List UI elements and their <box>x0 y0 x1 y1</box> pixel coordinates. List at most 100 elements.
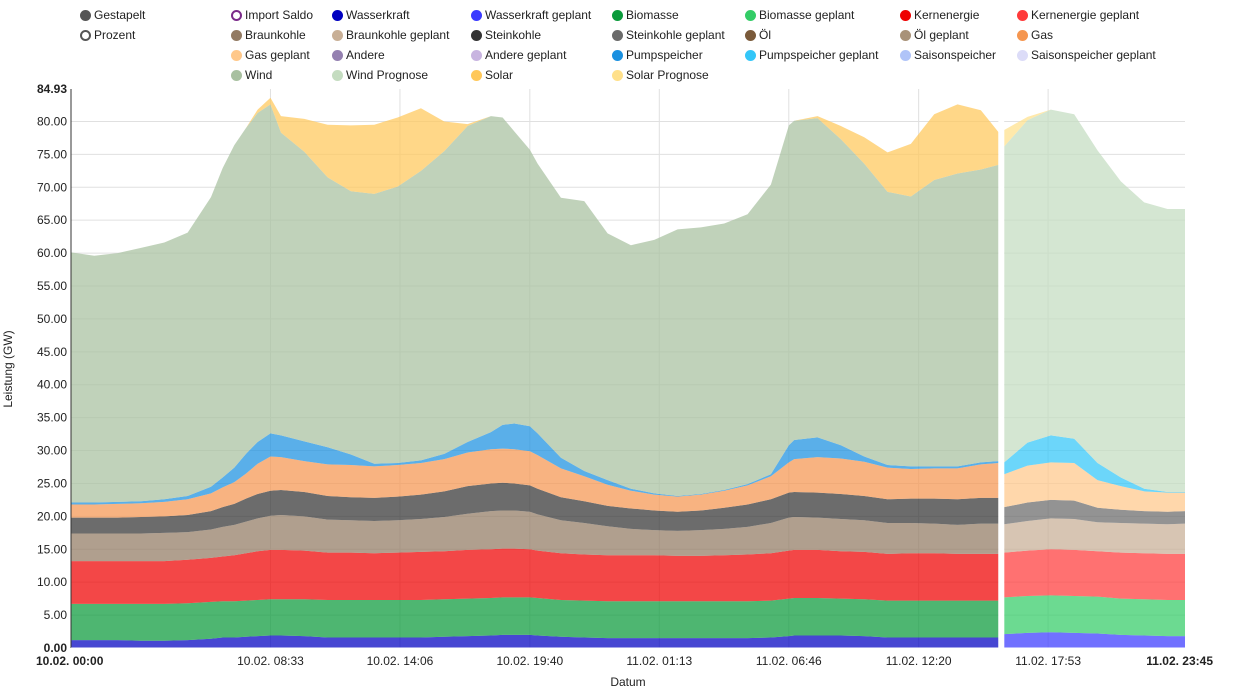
legend-label: Import Saldo <box>245 8 314 22</box>
filled-circle-icon <box>612 29 623 41</box>
axes: 0.00 5.00 10.00 15.00 20.00 25.00 30.00 35.00 40… <box>36 82 1213 668</box>
y-tick-label: 84.93 <box>37 82 67 96</box>
x-tick-label: 11.02. 01:13 <box>626 654 692 668</box>
y-tick-label: 20.00 <box>37 509 67 523</box>
x-tick-label: 10.02. 08:33 <box>237 654 304 668</box>
legend-item-wind-prognose[interactable]: Wind Prognose <box>332 68 428 82</box>
legend-item-oel[interactable]: Öl <box>745 28 771 42</box>
legend-item-braunkohle-geplant[interactable]: Braunkohle geplant <box>332 28 449 42</box>
filled-circle-icon <box>80 9 91 21</box>
filled-circle-icon <box>745 9 756 21</box>
filled-circle-icon <box>471 29 482 41</box>
legend-label: Gas geplant <box>245 48 310 62</box>
x-tick-label: 10.02. 00:00 <box>36 654 104 668</box>
legend-label: Steinkohle <box>485 28 542 42</box>
legend-item-steinkohle-geplant[interactable]: Steinkohle geplant <box>612 28 725 42</box>
y-tick-label: 70.00 <box>37 180 67 194</box>
filled-circle-icon <box>745 49 756 61</box>
legend-label: Biomasse geplant <box>759 8 855 22</box>
legend-item-gas[interactable]: Gas <box>1017 28 1053 42</box>
area-gas <box>71 448 999 518</box>
y-tick-label: 40.00 <box>37 378 67 392</box>
legend-label: Kernenergie geplant <box>1031 8 1140 22</box>
x-tick-label: 11.02. 23:45 <box>1146 654 1213 668</box>
filled-circle-icon <box>231 69 242 81</box>
legend-item-oel-geplant[interactable]: Öl geplant <box>900 28 969 42</box>
filled-circle-icon <box>332 69 343 81</box>
legend-item-kernenergie[interactable]: Kernenergie <box>900 8 979 22</box>
hollow-circle-icon <box>80 29 91 41</box>
filled-circle-icon <box>1017 9 1028 21</box>
legend-label: Saisonspeicher geplant <box>1031 48 1156 62</box>
area-kernenergie-geplant <box>1004 549 1185 600</box>
area-biomasse <box>71 597 999 641</box>
area-braunkohle <box>71 510 999 562</box>
legend-item-saisonspeicher[interactable]: Saisonspeicher <box>900 48 996 62</box>
x-tick-label: 11.02. 17:53 <box>1015 654 1081 668</box>
hollow-circle-icon <box>231 9 242 21</box>
legend-label: Solar Prognose <box>626 68 709 82</box>
legend-item-andere[interactable]: Andere <box>332 48 385 62</box>
legend-item-gas-geplant[interactable]: Gas geplant <box>231 48 310 62</box>
legend-label: Öl <box>759 28 771 42</box>
legend-item-prozent[interactable]: Prozent <box>80 28 135 42</box>
legend-label: Wasserkraft <box>346 8 410 22</box>
filled-circle-icon <box>745 29 756 41</box>
legend-label: Kernenergie <box>914 8 980 22</box>
now-divider <box>998 87 1005 650</box>
legend-label: Steinkohle geplant <box>626 28 725 42</box>
y-tick-label: 25.00 <box>37 476 67 490</box>
legend-label: Braunkohle <box>245 28 306 42</box>
legend-label: Andere geplant <box>485 48 567 62</box>
legend-item-biomasse[interactable]: Biomasse <box>612 8 679 22</box>
y-tick-label: 35.00 <box>37 411 67 425</box>
y-tick-label: 50.00 <box>37 312 67 326</box>
x-tick-label: 11.02. 12:20 <box>886 654 952 668</box>
legend-item-wasserkraft[interactable]: Wasserkraft <box>332 8 410 22</box>
legend-label: Wind Prognose <box>346 68 429 82</box>
x-tick-label: 10.02. 14:06 <box>367 654 434 668</box>
legend-item-solar[interactable]: Solar <box>471 68 513 82</box>
filled-circle-icon <box>332 49 343 61</box>
filled-circle-icon <box>612 69 623 81</box>
legend-item-braunkohle[interactable]: Braunkohle <box>231 28 306 42</box>
area-pumpspeicher <box>71 423 999 505</box>
x-tick-label: 10.02. 19:40 <box>496 654 563 668</box>
y-tick-label: 55.00 <box>37 279 67 293</box>
legend-item-wasserkraft-geplant[interactable]: Wasserkraft geplant <box>471 8 591 22</box>
legend-item-gestapelt[interactable]: Gestapelt <box>80 8 145 22</box>
legend-item-andere-geplant[interactable]: Andere geplant <box>471 48 566 62</box>
legend-label: Wind <box>245 68 273 82</box>
filled-circle-icon <box>900 29 911 41</box>
area-pumpspeicher-geplant <box>1004 435 1185 493</box>
legend-item-biomasse-geplant[interactable]: Biomasse geplant <box>745 8 854 22</box>
y-tick-label: 60.00 <box>37 246 67 260</box>
legend-item-steinkohle[interactable]: Steinkohle <box>471 28 541 42</box>
y-tick-label: 65.00 <box>37 213 67 227</box>
legend-label: Wasserkraft geplant <box>485 8 592 22</box>
filled-circle-icon <box>900 9 911 21</box>
y-tick-label: 75.00 <box>37 147 67 161</box>
legend-item-import-saldo[interactable]: Import Saldo <box>231 8 313 22</box>
y-tick-label: 10.00 <box>37 575 67 589</box>
filled-circle-icon <box>471 69 482 81</box>
area-steinkohle <box>71 482 999 534</box>
filled-circle-icon <box>900 49 911 61</box>
filled-circle-icon <box>332 29 343 41</box>
filled-circle-icon <box>231 49 242 61</box>
y-tick-label: 45.00 <box>37 345 67 359</box>
legend-item-wind[interactable]: Wind <box>231 68 272 82</box>
filled-circle-icon <box>1017 49 1028 61</box>
legend-label: Gestapelt <box>94 8 146 22</box>
legend-item-kernenergie-geplant[interactable]: Kernenergie geplant <box>1017 8 1139 22</box>
area-wasserkraft <box>71 634 999 648</box>
area-kernenergie <box>71 548 999 604</box>
legend-item-solar-prognose[interactable]: Solar Prognose <box>612 68 709 82</box>
legend-item-pumpspeicher[interactable]: Pumpspeicher <box>612 48 703 62</box>
legend-item-pumpspeicher-geplant[interactable]: Pumpspeicher geplant <box>745 48 878 62</box>
legend-item-saisonspeicher-geplant[interactable]: Saisonspeicher geplant <box>1017 48 1156 62</box>
legend-label: Saisonspeicher <box>914 48 997 62</box>
filled-circle-icon <box>1017 29 1028 41</box>
y-tick-label: 5.00 <box>44 608 68 622</box>
